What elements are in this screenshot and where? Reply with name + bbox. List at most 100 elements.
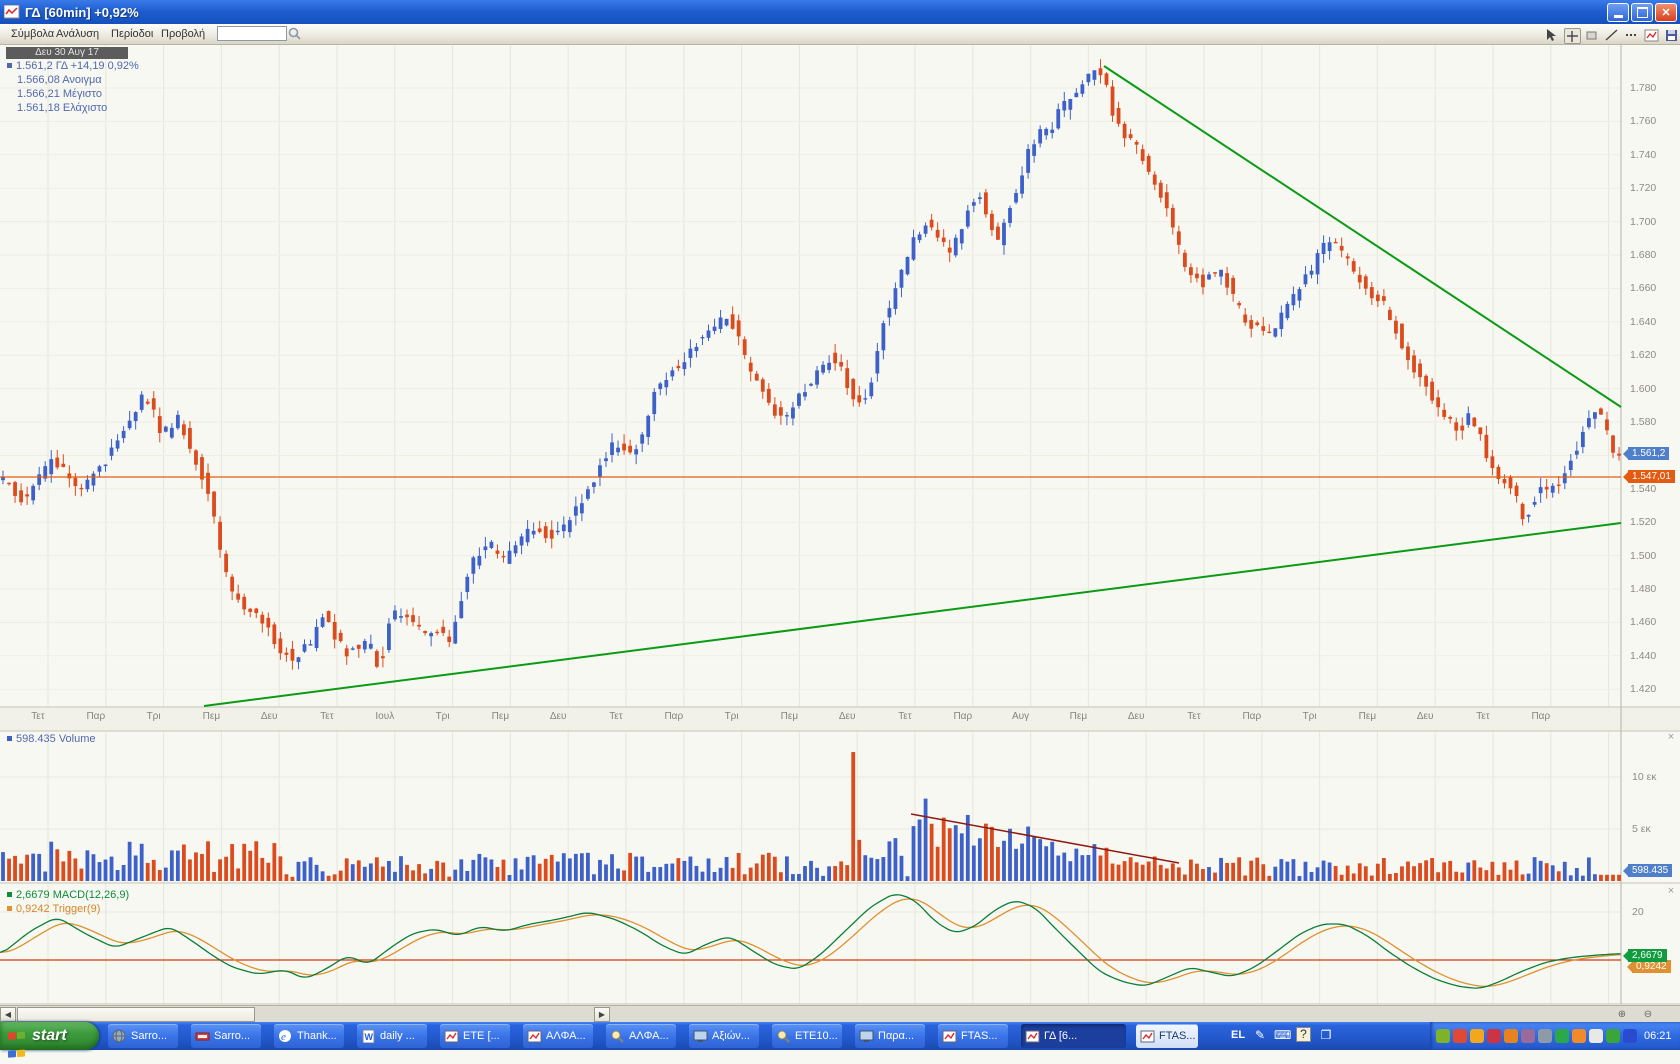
- app-icon: [195, 1029, 210, 1043]
- taskbar-button-label: Sarro...: [214, 1030, 250, 1042]
- svg-text:W: W: [365, 1032, 374, 1042]
- scroll-right-button[interactable]: ▶: [594, 1007, 610, 1022]
- chart-legend: Δευ 30 Αυγ 17 1.561,2 ΓΔ +14,19 0,92%1.5…: [6, 47, 139, 115]
- taskbar-button-label: FTAS...: [961, 1030, 997, 1042]
- office-app-icon[interactable]: [1589, 1029, 1603, 1043]
- legend-row: 1.561,18 Ελάχιστο: [6, 101, 139, 115]
- price-tick: 1.620: [1630, 349, 1656, 361]
- zoom-out-icon[interactable]: ⊖: [1638, 1008, 1658, 1021]
- globe-icon: [112, 1029, 127, 1043]
- x-axis-label: Δευ: [1114, 711, 1158, 722]
- taskbar-button-5[interactable]: ETE [...: [440, 1024, 510, 1048]
- taskbar-button-label: ΑΛΦΑ...: [629, 1030, 669, 1042]
- x-axis-label: Δευ: [247, 711, 291, 722]
- taskbar-button-3[interactable]: e Thank...: [274, 1024, 344, 1048]
- chart-icon: [444, 1029, 459, 1043]
- price-tick: 1.780: [1630, 82, 1656, 94]
- start-button[interactable]: start: [0, 1022, 99, 1050]
- language-indicator[interactable]: EL: [1231, 1029, 1245, 1041]
- taskbar-button-7[interactable]: ΑΛΦΑ...: [606, 1024, 676, 1048]
- system-tray: 06:21: [1430, 1022, 1680, 1050]
- taskbar-button-label: ETE [...: [463, 1030, 500, 1042]
- x-axis-label: Τρι: [1288, 711, 1332, 722]
- java-icon[interactable]: [1453, 1029, 1467, 1043]
- x-axis-label: Παρ: [1519, 711, 1563, 722]
- x-axis-label: Δευ: [825, 711, 869, 722]
- taskbar-button-label: ΓΔ [6...: [1044, 1030, 1077, 1042]
- taskbar-button-label: ΑΛΦΑ...: [546, 1030, 586, 1042]
- volume-legend: 598.435 Volume: [6, 732, 96, 746]
- x-axis-label: Παρ: [652, 711, 696, 722]
- horizontal-scrollbar[interactable]: ◀ ▶ ⊕ ⊖: [0, 1005, 1680, 1022]
- price-tick: 1.520: [1630, 516, 1656, 528]
- last-price-badge: 1.561,2: [1628, 447, 1669, 460]
- green-app-icon[interactable]: [1555, 1029, 1569, 1043]
- graphics-icon[interactable]: [1623, 1029, 1637, 1043]
- price-tick: 1.740: [1630, 149, 1656, 161]
- x-axis-label: Πεμ: [767, 711, 811, 722]
- zoom-in-icon[interactable]: ⊕: [1612, 1008, 1632, 1021]
- network-icon[interactable]: [1606, 1029, 1620, 1043]
- taskbar-button-9[interactable]: ETE10...: [772, 1024, 842, 1048]
- taskbar-button-2[interactable]: Sarro...: [191, 1024, 261, 1048]
- help-icon[interactable]: ?: [1296, 1027, 1311, 1042]
- trigger-bullet: [7, 906, 12, 911]
- taskbar-button-13[interactable]: FTAS...: [1136, 1024, 1198, 1048]
- x-axis-label: Τετ: [1172, 711, 1216, 722]
- taskbar-button-8[interactable]: Αξιών...: [689, 1024, 759, 1048]
- monitor-icon: [859, 1029, 874, 1043]
- scrollbar-thumb[interactable]: [17, 1007, 255, 1022]
- volume-pane-close-icon[interactable]: ×: [1666, 732, 1676, 742]
- messenger-icon[interactable]: [1436, 1029, 1450, 1043]
- price-tick: 1.440: [1630, 650, 1656, 662]
- x-axis-label: Παρ: [941, 711, 985, 722]
- macd-tick: 20: [1632, 906, 1644, 918]
- taskbar-button-10[interactable]: Παρα...: [855, 1024, 925, 1048]
- taskbar-button-label: Sarro...: [131, 1030, 167, 1042]
- chart-panel[interactable]: Δευ 30 Αυγ 17 1.561,2 ΓΔ +14,19 0,92%1.5…: [0, 45, 1680, 1005]
- taskbar-button-12[interactable]: ΓΔ [6...: [1021, 1024, 1126, 1048]
- x-axis-label: Δευ: [1403, 711, 1447, 722]
- price-tick: 1.540: [1630, 483, 1656, 495]
- volume-icon[interactable]: [1538, 1029, 1552, 1043]
- taskbar-button-1[interactable]: Sarro...: [108, 1024, 178, 1048]
- magnifier-icon: [610, 1029, 625, 1043]
- update-icon[interactable]: [1572, 1029, 1586, 1043]
- alert-flag-icon[interactable]: [1504, 1029, 1518, 1043]
- scroll-left-button[interactable]: ◀: [0, 1007, 16, 1022]
- restore-window-icon[interactable]: ❐: [1318, 1027, 1334, 1043]
- macd-badge: 2,6679: [1628, 949, 1667, 962]
- windows-logo-icon: [8, 1026, 28, 1045]
- taskbar-button-6[interactable]: ΑΛΦΑ...: [523, 1024, 593, 1048]
- chart-icon: [1140, 1029, 1155, 1043]
- volume-tick: 10 εκ: [1632, 771, 1657, 783]
- chart-icon: [1025, 1029, 1040, 1043]
- mail-icon[interactable]: [1487, 1029, 1501, 1043]
- clock: 06:21: [1644, 1030, 1672, 1042]
- x-axis-label: Τετ: [594, 711, 638, 722]
- legend-row: 1.566,08 Ανοιγμα: [6, 73, 139, 87]
- taskbar-button-label: ETE10...: [795, 1030, 838, 1042]
- taskbar-button-label: Thank...: [297, 1030, 337, 1042]
- x-axis-label: Παρ: [1230, 711, 1274, 722]
- security-shield-icon[interactable]: [1470, 1029, 1484, 1043]
- pen-icon[interactable]: ✎: [1252, 1027, 1268, 1043]
- chat-icon[interactable]: [1521, 1029, 1535, 1043]
- taskbar-button-11[interactable]: FTAS...: [938, 1024, 1008, 1048]
- taskbar-button-label: daily ...: [380, 1030, 415, 1042]
- x-axis-label: Τρι: [710, 711, 754, 722]
- keyboard-icon[interactable]: ⌨: [1274, 1027, 1290, 1043]
- price-tick: 1.720: [1630, 182, 1656, 194]
- x-axis-label: Πεμ: [478, 711, 522, 722]
- x-axis-label: Τετ: [16, 711, 60, 722]
- price-tick: 1.680: [1630, 249, 1656, 261]
- x-axis-label: Αυγ: [999, 711, 1043, 722]
- x-axis-label: Τετ: [883, 711, 927, 722]
- x-axis-label: Πεμ: [1345, 711, 1389, 722]
- x-axis-label: Ιουλ: [363, 711, 407, 722]
- macd-pane-close-icon[interactable]: ×: [1666, 886, 1676, 896]
- x-axis-label: Πεμ: [1056, 711, 1100, 722]
- svg-text:e: e: [281, 1031, 286, 1043]
